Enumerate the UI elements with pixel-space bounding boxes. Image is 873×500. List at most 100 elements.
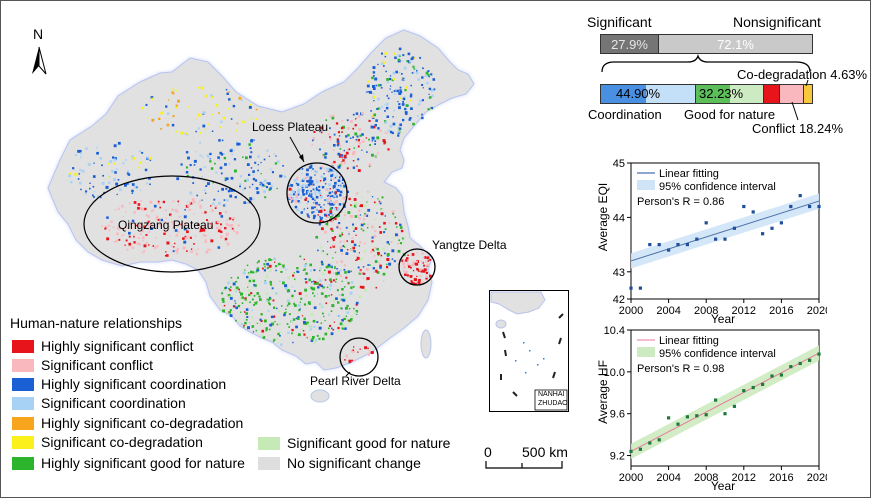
hf-point <box>648 441 652 445</box>
map-pixel <box>386 115 389 118</box>
map-pixel <box>176 252 178 255</box>
map-pixel <box>325 265 329 269</box>
map-pixel <box>294 290 296 292</box>
map-pixel <box>131 219 135 223</box>
hf-point <box>798 361 802 366</box>
map-pixel <box>128 231 131 235</box>
map-pixel <box>301 315 304 317</box>
map-pixel <box>353 230 355 232</box>
map-pixel <box>301 184 305 187</box>
map-pixel <box>300 185 302 187</box>
map-pixel <box>393 260 396 263</box>
map-pixel <box>310 195 313 198</box>
map-pixel <box>113 144 117 148</box>
map-pixel <box>218 139 221 142</box>
map-pixel <box>417 78 420 81</box>
map-pixel <box>401 77 405 81</box>
map-pixel <box>359 241 362 244</box>
map-pixel <box>331 116 335 120</box>
map-pixel <box>401 78 403 80</box>
map-pixel <box>260 161 262 164</box>
map-pixel <box>204 239 207 242</box>
map-pixel <box>384 51 388 55</box>
nonsignificant-label: Nonsignificant <box>733 14 821 30</box>
map-pixel <box>366 201 368 203</box>
map-pixel <box>116 232 119 236</box>
map-pixel <box>168 225 170 227</box>
map-pixel <box>268 302 270 304</box>
map-pixel <box>265 328 268 331</box>
map-pixel <box>308 280 311 283</box>
map-pixel <box>133 201 137 204</box>
map-pixel <box>348 148 351 151</box>
map-pixel <box>180 131 184 135</box>
map-pixel <box>239 183 242 186</box>
eqi-x-tick-label: 2008 <box>694 305 718 317</box>
map-pixel <box>227 294 231 297</box>
map-pixel <box>352 250 355 252</box>
map-pixel <box>325 225 328 227</box>
map-pixel <box>265 329 268 332</box>
map-pixel <box>246 202 249 204</box>
map-pixel <box>252 271 255 274</box>
map-pixel <box>335 297 338 300</box>
hf-point <box>789 365 793 369</box>
map-pixel <box>369 264 371 266</box>
map-pixel <box>317 286 320 289</box>
map-pixel <box>421 252 424 255</box>
map-pixel <box>357 351 359 353</box>
map-pixel <box>306 321 309 325</box>
map-pixel <box>204 192 207 194</box>
map-pixel <box>177 211 179 213</box>
map-pixel <box>272 315 276 318</box>
map-pixel <box>347 321 350 324</box>
map-pixel <box>361 133 364 136</box>
map-pixel <box>146 182 148 185</box>
map-pixel <box>165 209 167 212</box>
map-pixel <box>212 202 215 205</box>
map-pixel <box>348 233 350 235</box>
map-pixel <box>313 282 317 285</box>
good-for-nature-bar-highly <box>695 84 731 104</box>
map-pixel <box>337 179 341 182</box>
map-pixel <box>366 84 370 88</box>
map-pixel <box>331 220 334 223</box>
map-pixel <box>337 214 340 217</box>
map-pixel <box>381 105 384 108</box>
map-pixel <box>225 286 228 289</box>
map-pixel <box>284 287 288 290</box>
map-pixel <box>265 275 269 278</box>
map-pixel <box>374 143 376 145</box>
map-pixel <box>299 301 301 303</box>
map-pixel <box>332 237 335 240</box>
map-pixel <box>386 263 388 266</box>
map-pixel <box>328 327 330 330</box>
map-pixel <box>248 293 251 297</box>
map-pixel <box>315 178 318 181</box>
map-pixel <box>309 336 311 338</box>
map-pixel <box>373 234 377 238</box>
map-pixel <box>183 215 187 219</box>
map-pixel <box>155 218 157 220</box>
map-pixel <box>300 297 303 300</box>
map-pixel <box>300 211 303 214</box>
map-pixel <box>382 272 386 276</box>
map-pixel <box>243 287 246 290</box>
map-pixel <box>357 115 361 118</box>
map-pixel <box>315 170 319 174</box>
map-pixel <box>411 263 414 267</box>
map-pixel <box>320 284 323 288</box>
map-pixel <box>171 227 173 229</box>
map-pixel <box>342 196 346 200</box>
map-pixel <box>133 234 135 236</box>
map-pixel <box>301 168 304 170</box>
map-pixel <box>171 221 173 224</box>
map-pixel <box>360 228 363 230</box>
hf-point <box>685 415 689 419</box>
map-pixel <box>175 106 178 109</box>
map-pixel <box>367 208 371 212</box>
map-pixel <box>247 289 251 293</box>
map-pixel <box>293 272 295 274</box>
map-pixel <box>122 162 125 165</box>
map-pixel <box>140 199 142 202</box>
